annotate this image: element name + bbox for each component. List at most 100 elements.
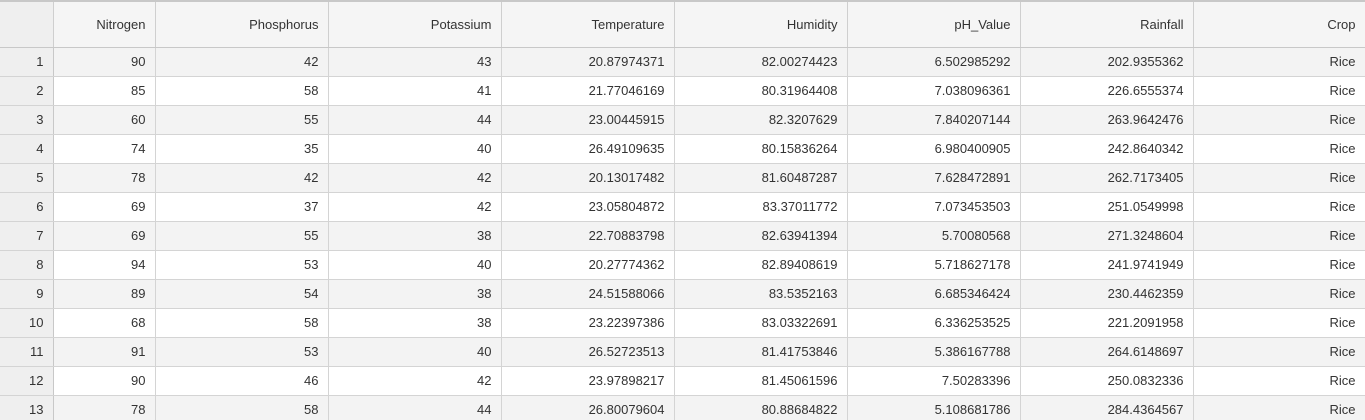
- table-cell[interactable]: 6.980400905: [847, 134, 1021, 164]
- table-row[interactable]: 2 85 58 41 21.77046169 80.31964408 7.038096361…: [0, 76, 1365, 106]
- table-cell[interactable]: 263.9642476: [1020, 105, 1194, 135]
- table-cell[interactable]: 81.41753846: [674, 337, 848, 367]
- table-cell[interactable]: Rice: [1193, 395, 1365, 420]
- table-cell[interactable]: 7.840207144: [847, 105, 1021, 135]
- table-cell[interactable]: Rice: [1193, 221, 1365, 251]
- table-cell[interactable]: 80.31964408: [674, 76, 848, 106]
- table-row[interactable]: 5 78 42 42 20.13017482 81.60487287 7.628472891…: [0, 163, 1365, 193]
- table-cell[interactable]: 26.49109635: [501, 134, 675, 164]
- table-cell[interactable]: Rice: [1193, 279, 1365, 309]
- table-cell[interactable]: 23.22397386: [501, 308, 675, 338]
- table-cell[interactable]: 40: [328, 134, 502, 164]
- table-cell[interactable]: 6.685346424: [847, 279, 1021, 309]
- table-cell[interactable]: 250.0832336: [1020, 366, 1194, 396]
- table-cell[interactable]: 89: [53, 279, 156, 309]
- table-cell[interactable]: 202.9355362: [1020, 47, 1194, 77]
- table-cell[interactable]: 7.628472891: [847, 163, 1021, 193]
- table-cell[interactable]: Rice: [1193, 105, 1365, 135]
- table-cell[interactable]: 37: [155, 192, 329, 222]
- table-cell[interactable]: 23.97898217: [501, 366, 675, 396]
- table-cell[interactable]: 53: [155, 337, 329, 367]
- table-cell[interactable]: 68: [53, 308, 156, 338]
- table-cell[interactable]: 42: [155, 163, 329, 193]
- table-cell[interactable]: 6.336253525: [847, 308, 1021, 338]
- table-cell[interactable]: 264.6148697: [1020, 337, 1194, 367]
- column-header-temperature[interactable]: Temperature: [501, 0, 675, 48]
- table-row[interactable]: 8 94 53 40 20.27774362 82.89408619 5.718627178…: [0, 250, 1365, 280]
- table-cell[interactable]: 20.27774362: [501, 250, 675, 280]
- table-cell[interactable]: 5.70080568: [847, 221, 1021, 251]
- table-cell[interactable]: 251.0549998: [1020, 192, 1194, 222]
- table-cell[interactable]: 90: [53, 47, 156, 77]
- table-cell[interactable]: 43: [328, 47, 502, 77]
- table-cell[interactable]: 5.718627178: [847, 250, 1021, 280]
- table-cell[interactable]: 55: [155, 105, 329, 135]
- table-cell[interactable]: Rice: [1193, 366, 1365, 396]
- table-cell[interactable]: 226.6555374: [1020, 76, 1194, 106]
- table-cell[interactable]: 38: [328, 279, 502, 309]
- table-cell[interactable]: 82.00274423: [674, 47, 848, 77]
- table-cell[interactable]: 60: [53, 105, 156, 135]
- table-cell[interactable]: 90: [53, 366, 156, 396]
- table-row[interactable]: 3 60 55 44 23.00445915 82.3207629 7.840207144 2…: [0, 105, 1365, 135]
- table-cell[interactable]: 94: [53, 250, 156, 280]
- table-cell[interactable]: 58: [155, 395, 329, 420]
- table-cell[interactable]: 271.3248604: [1020, 221, 1194, 251]
- table-cell[interactable]: Rice: [1193, 134, 1365, 164]
- table-cell[interactable]: 80.88684822: [674, 395, 848, 420]
- table-cell[interactable]: 24.51588066: [501, 279, 675, 309]
- table-cell[interactable]: 242.8640342: [1020, 134, 1194, 164]
- table-cell[interactable]: 74: [53, 134, 156, 164]
- table-cell[interactable]: 20.13017482: [501, 163, 675, 193]
- table-cell[interactable]: 54: [155, 279, 329, 309]
- table-cell[interactable]: 38: [328, 308, 502, 338]
- table-cell[interactable]: 262.7173405: [1020, 163, 1194, 193]
- table-cell[interactable]: 21.77046169: [501, 76, 675, 106]
- table-cell[interactable]: 78: [53, 163, 156, 193]
- column-header-potassium[interactable]: Potassium: [328, 0, 502, 48]
- table-cell[interactable]: Rice: [1193, 250, 1365, 280]
- table-cell[interactable]: Rice: [1193, 192, 1365, 222]
- table-cell[interactable]: 81.45061596: [674, 366, 848, 396]
- table-row[interactable]: 13 78 58 44 26.80079604 80.88684822 5.10868178…: [0, 395, 1365, 420]
- table-cell[interactable]: 83.03322691: [674, 308, 848, 338]
- table-cell[interactable]: 7.50283396: [847, 366, 1021, 396]
- table-cell[interactable]: 81.60487287: [674, 163, 848, 193]
- table-cell[interactable]: 80.15836264: [674, 134, 848, 164]
- table-cell[interactable]: 241.9741949: [1020, 250, 1194, 280]
- table-cell[interactable]: 42: [155, 47, 329, 77]
- table-cell[interactable]: 58: [155, 76, 329, 106]
- table-row[interactable]: 10 68 58 38 23.22397386 83.03322691 6.33625352…: [0, 308, 1365, 338]
- table-cell[interactable]: 85: [53, 76, 156, 106]
- table-cell[interactable]: 91: [53, 337, 156, 367]
- table-cell[interactable]: Rice: [1193, 337, 1365, 367]
- table-cell[interactable]: 23.05804872: [501, 192, 675, 222]
- table-cell[interactable]: Rice: [1193, 76, 1365, 106]
- table-cell[interactable]: 5.386167788: [847, 337, 1021, 367]
- table-cell[interactable]: 78: [53, 395, 156, 420]
- table-cell[interactable]: 26.80079604: [501, 395, 675, 420]
- table-cell[interactable]: 44: [328, 395, 502, 420]
- table-row[interactable]: 1 90 42 43 20.87974371 82.00274423 6.502985292…: [0, 47, 1365, 77]
- table-cell[interactable]: 53: [155, 250, 329, 280]
- table-cell[interactable]: 5.108681786: [847, 395, 1021, 420]
- table-cell[interactable]: 7.038096361: [847, 76, 1021, 106]
- table-cell[interactable]: 46: [155, 366, 329, 396]
- column-header-rainfall[interactable]: Rainfall: [1020, 0, 1194, 48]
- column-header-crop[interactable]: Crop: [1193, 0, 1365, 48]
- table-row[interactable]: 9 89 54 38 24.51588066 83.5352163 6.685346424 2…: [0, 279, 1365, 309]
- table-row[interactable]: 6 69 37 42 23.05804872 83.37011772 7.073453503…: [0, 192, 1365, 222]
- table-cell[interactable]: 82.63941394: [674, 221, 848, 251]
- table-cell[interactable]: 69: [53, 192, 156, 222]
- column-header-ph-value[interactable]: pH_Value: [847, 0, 1021, 48]
- table-cell[interactable]: 23.00445915: [501, 105, 675, 135]
- table-cell[interactable]: 7.073453503: [847, 192, 1021, 222]
- table-cell[interactable]: 44: [328, 105, 502, 135]
- table-cell[interactable]: 26.52723513: [501, 337, 675, 367]
- table-cell[interactable]: 58: [155, 308, 329, 338]
- table-cell[interactable]: Rice: [1193, 163, 1365, 193]
- table-cell[interactable]: 42: [328, 192, 502, 222]
- table-cell[interactable]: 69: [53, 221, 156, 251]
- table-row[interactable]: 11 91 53 40 26.52723513 81.41753846 5.38616778…: [0, 337, 1365, 367]
- table-cell[interactable]: 40: [328, 337, 502, 367]
